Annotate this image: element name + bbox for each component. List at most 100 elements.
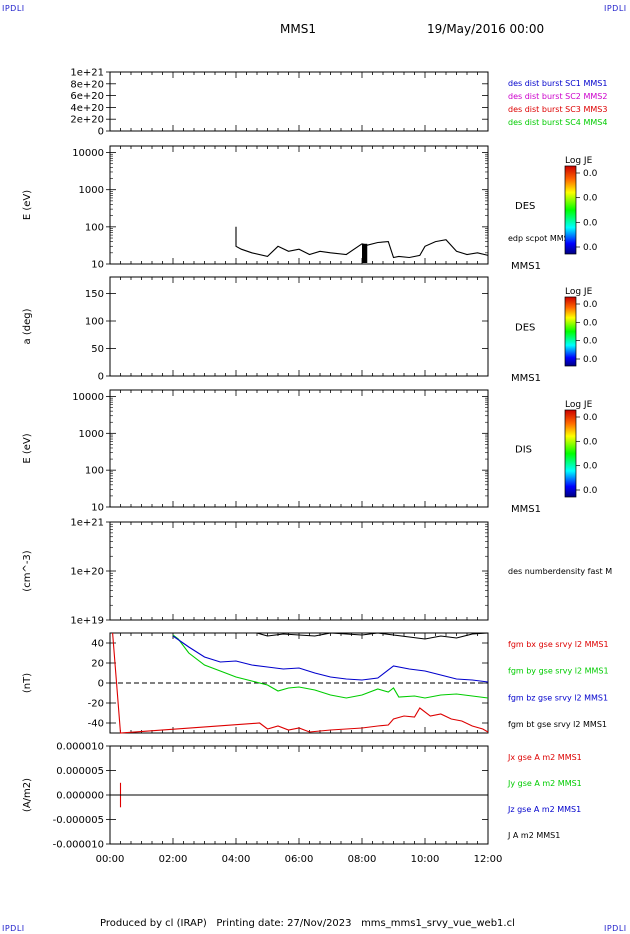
legend-entry: des dist burst SC1 MMS1 xyxy=(508,79,607,88)
x-tick-label: 08:00 xyxy=(348,854,377,865)
panel-frame-des-pitch xyxy=(109,276,489,377)
series-line-fgm-bx-gse-srvy-l2-mms1 xyxy=(112,632,489,734)
spacecraft-label: MMS1 xyxy=(511,373,541,384)
legend-entry: des dist burst SC3 MMS3 xyxy=(508,105,607,114)
series-line-fgm-bt-gse-srvy-l2-mms1 xyxy=(256,632,489,640)
instrument-label: DIS xyxy=(515,445,532,456)
legend-entry: fgm bt gse srvy l2 MMS1 xyxy=(508,720,607,729)
colorbar-tick-label: 0.0 xyxy=(583,355,598,365)
legend-entry: Jz gse A m2 MMS1 xyxy=(507,805,581,814)
colorbar-tick-label: 0.0 xyxy=(583,318,598,328)
y-tick-label: 40 xyxy=(91,639,104,650)
y-tick-label: 0.000005 xyxy=(56,766,104,777)
legend-entry: Jy gse A m2 MMS1 xyxy=(507,779,582,788)
panel-frame-burst-flags xyxy=(109,71,489,132)
corner-label-bottom-right: IPDLI xyxy=(604,924,627,933)
y-tick-label: 100 xyxy=(85,222,104,233)
legend-entry: fgm bz gse srvy l2 MMS1 xyxy=(508,693,608,702)
y-tick-label: 1e+20 xyxy=(70,567,104,578)
colorbar-tick-label: 0.0 xyxy=(583,194,598,204)
colorbar-tick-label: 0.0 xyxy=(583,218,598,228)
colorbar xyxy=(564,165,577,255)
y-axis-label: E (eV) xyxy=(22,190,33,220)
y-tick-label: 1e+21 xyxy=(70,68,104,79)
panel-frame-dis-energy xyxy=(109,389,489,508)
y-tick-label: 0.000010 xyxy=(56,742,104,753)
x-tick-label: 10:00 xyxy=(411,854,440,865)
footer: Produced by cl (IRAP) Printing date: 27/… xyxy=(100,918,515,929)
y-tick-label: 100 xyxy=(85,317,104,328)
y-tick-label: 50 xyxy=(91,344,104,355)
y-tick-label: 20 xyxy=(91,659,104,670)
y-tick-label: 1000 xyxy=(79,185,104,196)
footer-produced-by: Produced by cl (IRAP) xyxy=(100,918,207,929)
y-tick-label: 100 xyxy=(85,466,104,477)
series-line-fgm-bz-gse-srvy-l2-mms1 xyxy=(172,635,489,683)
y-tick-label: 8e+20 xyxy=(70,79,104,90)
colorbar-tick-label: 0.0 xyxy=(583,243,598,253)
spacecraft-title: MMS1 xyxy=(280,22,316,36)
x-tick-label: 12:00 xyxy=(474,854,503,865)
colorbar-tick-label: 0.0 xyxy=(583,486,598,496)
instrument-label: DES xyxy=(515,201,535,212)
corner-label-top-right: IPDLI xyxy=(604,4,627,13)
y-tick-label: -40 xyxy=(88,719,104,730)
scpot-dense-block xyxy=(362,243,368,263)
legend-entry: des numberdensity fast M xyxy=(508,567,612,576)
y-tick-label: 0 xyxy=(98,679,104,690)
colorbar-title: Log JE xyxy=(565,287,593,297)
y-axis-label: E (eV) xyxy=(22,433,33,463)
y-tick-label: 4e+20 xyxy=(70,103,104,114)
y-tick-label: 150 xyxy=(85,289,104,300)
colorbar-tick-label: 0.0 xyxy=(583,437,598,447)
y-tick-label: 10000 xyxy=(72,148,104,159)
legend-entry: fgm by gse srvy l2 MMS1 xyxy=(508,667,609,676)
y-tick-label: 10 xyxy=(91,260,104,271)
corner-label-bottom-left: IPDLI xyxy=(2,924,25,933)
y-tick-label: -20 xyxy=(88,699,104,710)
legend-entry: J A m2 MMS1 xyxy=(507,831,560,840)
panel-frame-density xyxy=(109,521,489,621)
colorbar-tick-label: 0.0 xyxy=(583,169,598,179)
series-label: edp scpot MMS1 xyxy=(508,234,574,243)
series-line-edp-scpot-mms1 xyxy=(235,226,489,259)
y-tick-label: -0.000005 xyxy=(53,815,104,826)
legend-entry: Jx gse A m2 MMS1 xyxy=(507,753,582,762)
footer-product: mms_mms1_srvy_vue_web1.cl xyxy=(361,918,515,929)
y-tick-label: 10000 xyxy=(72,392,104,403)
colorbar-title: Log JE xyxy=(565,400,593,410)
legend-entry: des dist burst SC4 MMS4 xyxy=(508,118,607,127)
colorbar xyxy=(564,296,577,367)
y-tick-label: 0 xyxy=(98,372,104,383)
colorbar-title: Log JE xyxy=(565,156,593,166)
spacecraft-label: MMS1 xyxy=(511,261,541,272)
colorbar-tick-label: 0.0 xyxy=(583,413,598,423)
series-line-fgm-by-gse-srvy-l2-mms1 xyxy=(172,634,489,699)
y-axis-label: a (deg) xyxy=(22,308,33,344)
y-axis-label: (nT) xyxy=(22,673,33,693)
y-tick-label: 1e+21 xyxy=(70,518,104,529)
y-tick-label: 0 xyxy=(98,127,104,138)
colorbar-tick-label: 0.0 xyxy=(583,337,598,347)
y-axis-label: (cm^-3) xyxy=(22,550,33,591)
x-tick-label: 02:00 xyxy=(159,854,188,865)
legend-entry: fgm bx gse srvy l2 MMS1 xyxy=(508,640,609,649)
y-tick-label: 0.000000 xyxy=(56,791,104,802)
y-tick-label: 1000 xyxy=(79,429,104,440)
y-tick-label: 1e+19 xyxy=(70,616,104,627)
legend-entry: des dist burst SC2 MMS2 xyxy=(508,92,607,101)
colorbar xyxy=(564,409,577,498)
footer-printing-date: Printing date: 27/Nov/2023 xyxy=(216,918,352,929)
y-tick-label: 2e+20 xyxy=(70,115,104,126)
panel-frame-des-energy xyxy=(109,145,489,265)
corner-label-top-left: IPDLI xyxy=(2,4,25,13)
instrument-label: DES xyxy=(515,323,535,334)
x-tick-label: 00:00 xyxy=(96,854,125,865)
colorbar-tick-label: 0.0 xyxy=(583,300,598,310)
x-tick-label: 06:00 xyxy=(285,854,314,865)
date-title: 19/May/2016 00:00 xyxy=(427,22,545,36)
colorbar-tick-label: 0.0 xyxy=(583,462,598,472)
y-tick-label: 10 xyxy=(91,503,104,514)
y-tick-label: 6e+20 xyxy=(70,91,104,102)
